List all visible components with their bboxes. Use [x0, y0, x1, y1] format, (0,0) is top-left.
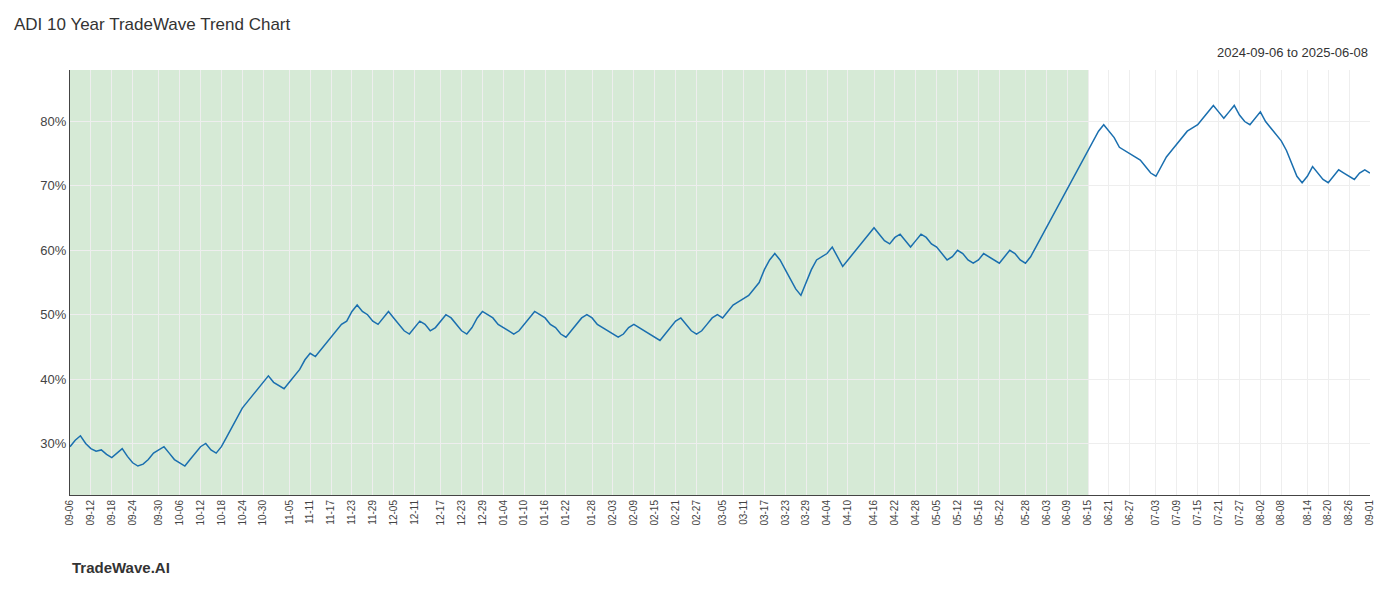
svg-text:11-23: 11-23 — [346, 500, 357, 525]
svg-text:04-10: 04-10 — [842, 500, 853, 526]
svg-text:07-15: 07-15 — [1192, 500, 1203, 526]
svg-text:08-26: 08-26 — [1343, 500, 1354, 526]
svg-text:09-12: 09-12 — [85, 500, 96, 526]
svg-text:06-21: 06-21 — [1103, 500, 1114, 526]
svg-text:06-27: 06-27 — [1124, 500, 1135, 526]
svg-text:05-16: 05-16 — [973, 500, 984, 526]
svg-text:06-15: 06-15 — [1082, 500, 1093, 526]
svg-text:03-05: 03-05 — [717, 500, 728, 526]
svg-text:12-23: 12-23 — [456, 500, 467, 526]
svg-text:05-22: 05-22 — [994, 500, 1005, 526]
svg-text:11-29: 11-29 — [367, 500, 378, 525]
svg-text:02-15: 02-15 — [649, 500, 660, 526]
svg-text:06-09: 06-09 — [1061, 500, 1072, 526]
svg-text:07-21: 07-21 — [1213, 500, 1224, 526]
svg-text:70%: 70% — [40, 178, 66, 193]
svg-text:08-08: 08-08 — [1275, 500, 1286, 526]
svg-text:ADI 10 Year TradeWave Trend Ch: ADI 10 Year TradeWave Trend Chart — [14, 15, 291, 34]
svg-text:08-02: 08-02 — [1255, 500, 1266, 526]
svg-text:08-14: 08-14 — [1302, 500, 1313, 526]
svg-text:09-01: 09-01 — [1364, 500, 1375, 526]
svg-text:80%: 80% — [40, 114, 66, 129]
svg-text:07-09: 07-09 — [1171, 500, 1182, 526]
svg-text:04-22: 04-22 — [889, 500, 900, 526]
svg-text:60%: 60% — [40, 243, 66, 258]
svg-text:12-11: 12-11 — [409, 500, 420, 525]
svg-text:02-03: 02-03 — [607, 500, 618, 526]
svg-text:06-03: 06-03 — [1041, 500, 1052, 526]
svg-text:10-06: 10-06 — [174, 500, 185, 526]
svg-text:01-04: 01-04 — [498, 500, 509, 526]
svg-text:11-05: 11-05 — [284, 500, 295, 525]
svg-text:04-16: 04-16 — [868, 500, 879, 526]
svg-text:03-17: 03-17 — [759, 500, 770, 526]
svg-text:09-30: 09-30 — [153, 500, 164, 526]
svg-text:11-11: 11-11 — [304, 500, 315, 525]
svg-text:08-20: 08-20 — [1322, 500, 1333, 526]
svg-text:09-06: 09-06 — [64, 500, 75, 526]
svg-text:09-18: 09-18 — [106, 500, 117, 526]
svg-text:30%: 30% — [40, 436, 66, 451]
svg-text:50%: 50% — [40, 307, 66, 322]
svg-text:01-22: 01-22 — [560, 500, 571, 526]
svg-text:07-03: 07-03 — [1150, 500, 1161, 526]
svg-text:12-05: 12-05 — [388, 500, 399, 526]
svg-text:10-12: 10-12 — [195, 500, 206, 526]
svg-text:05-12: 05-12 — [952, 500, 963, 526]
svg-text:02-09: 02-09 — [628, 500, 639, 526]
svg-text:03-23: 03-23 — [780, 500, 791, 526]
svg-text:10-18: 10-18 — [216, 500, 227, 526]
svg-text:03-11: 03-11 — [738, 500, 749, 525]
svg-text:05-28: 05-28 — [1020, 500, 1031, 526]
svg-text:40%: 40% — [40, 372, 66, 387]
svg-text:02-21: 02-21 — [670, 500, 681, 526]
svg-text:04-28: 04-28 — [910, 500, 921, 526]
svg-text:05-05: 05-05 — [931, 500, 942, 526]
svg-text:01-16: 01-16 — [539, 500, 550, 526]
svg-text:03-29: 03-29 — [800, 500, 811, 526]
svg-text:09-24: 09-24 — [127, 500, 138, 526]
svg-text:01-10: 01-10 — [518, 500, 529, 526]
svg-text:10-30: 10-30 — [257, 500, 268, 526]
svg-text:10-24: 10-24 — [237, 500, 248, 526]
svg-text:02-27: 02-27 — [691, 500, 702, 526]
svg-text:2024-09-06 to 2025-06-08: 2024-09-06 to 2025-06-08 — [1217, 45, 1368, 60]
svg-text:11-17: 11-17 — [325, 500, 336, 525]
svg-text:07-27: 07-27 — [1234, 500, 1245, 526]
svg-text:12-17: 12-17 — [435, 500, 446, 526]
svg-text:01-28: 01-28 — [586, 500, 597, 526]
svg-text:12-29: 12-29 — [477, 500, 488, 526]
svg-text:04-04: 04-04 — [821, 500, 832, 526]
svg-text:TradeWave.AI: TradeWave.AI — [72, 559, 170, 576]
